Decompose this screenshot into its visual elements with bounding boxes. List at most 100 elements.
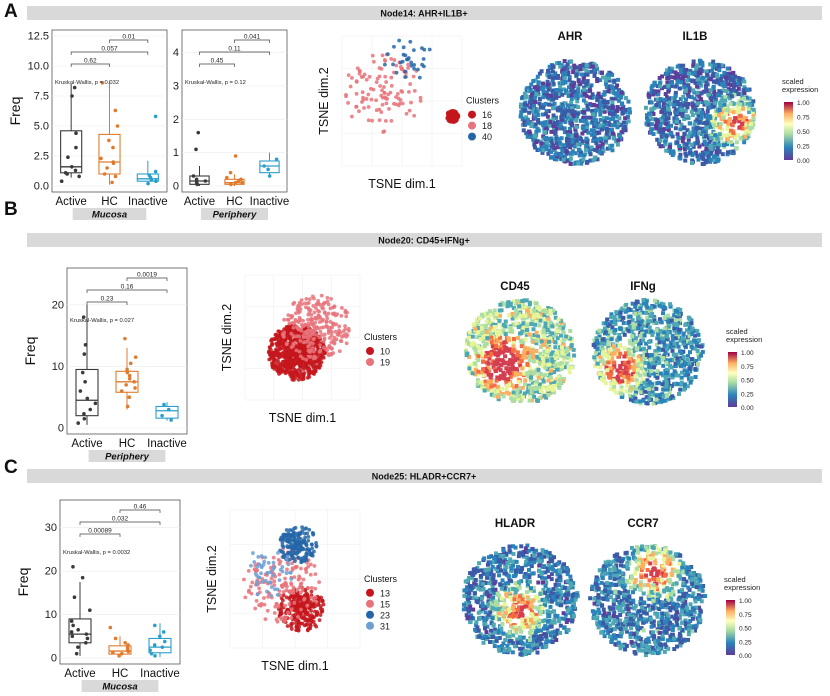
- expression-cell: [520, 299, 525, 304]
- cell-point-cluster-19: [327, 345, 331, 349]
- cell-point-cluster-18: [383, 96, 388, 101]
- expression-cell: [525, 308, 530, 313]
- box-hc: [98, 133, 121, 175]
- expression-cell: [647, 111, 652, 116]
- comparison-p-value: 0.041: [244, 34, 261, 41]
- y-tick-label: 12.5: [28, 31, 49, 43]
- comparison-p-value: 0.23: [101, 296, 114, 303]
- strip-label: Mucosa: [92, 210, 127, 221]
- expression-cell: [703, 133, 708, 138]
- expression-cell: [533, 115, 538, 120]
- cell-point-cluster-31: [252, 560, 257, 564]
- cell-point-cluster-15: [308, 562, 313, 567]
- cell-point-cluster-15: [254, 598, 259, 603]
- expression-cell: [664, 121, 669, 126]
- expression-cell: [669, 151, 674, 156]
- cell-point-cluster-31: [284, 571, 289, 575]
- expression-cell: [682, 132, 687, 137]
- cell-point-cluster-19: [312, 310, 317, 315]
- data-point: [229, 182, 233, 187]
- expression-cell: [542, 136, 547, 141]
- expression-cell: [561, 337, 566, 342]
- cell-point-cluster-19: [298, 354, 303, 359]
- expression-cell: [725, 126, 730, 131]
- expression-cell: [550, 331, 555, 336]
- cell-point-cluster-18: [357, 71, 362, 76]
- cell-point-cluster-15: [287, 602, 292, 606]
- expression-cell: [680, 76, 685, 81]
- cell-point-cluster-19: [305, 339, 310, 344]
- data-point: [132, 380, 136, 384]
- data-point: [76, 627, 80, 632]
- expression-cell: [466, 335, 471, 340]
- expression-cell: [731, 149, 736, 154]
- expression-cell: [673, 94, 678, 99]
- cell-point-cluster-13: [289, 627, 294, 631]
- cell-point-cluster-18: [395, 92, 400, 96]
- cell-point-cluster-10: [298, 365, 303, 369]
- legend-title: Clusters: [466, 96, 500, 106]
- cell-point-cluster-15: [309, 595, 314, 600]
- cell-point-cluster-15: [250, 580, 255, 585]
- cell-point-cluster-13: [294, 593, 299, 598]
- expression-cell: [554, 151, 559, 156]
- cell-point-cluster-15: [283, 580, 288, 585]
- expression-cell: [539, 339, 544, 344]
- cell-point-cluster-19: [320, 305, 325, 310]
- cell-point-cluster-18: [406, 62, 411, 67]
- expression-cell: [475, 382, 480, 387]
- expression-cell: [723, 94, 728, 99]
- expression-cell: [684, 142, 689, 147]
- expression-cell: [747, 110, 752, 115]
- expression-cell: [696, 71, 701, 76]
- cell-point-cluster-10: [303, 363, 308, 368]
- cell-point-cluster-19: [347, 328, 351, 333]
- data-point: [76, 645, 80, 649]
- cell-point-cluster-15: [309, 585, 314, 590]
- expression-cell: [657, 127, 662, 132]
- cell-point-cluster-18: [406, 90, 411, 94]
- expression-cell: [624, 96, 629, 101]
- expression-cell: [541, 328, 546, 333]
- data-point: [88, 407, 93, 412]
- expression-cell: [674, 111, 679, 116]
- data-point: [128, 361, 133, 366]
- expression-cell: [543, 112, 548, 117]
- cell-point-cluster-19: [298, 317, 303, 322]
- y-tick-label: 0: [51, 653, 57, 665]
- cell-point-cluster-31: [255, 592, 260, 597]
- expression-cell: [533, 301, 538, 306]
- expression-cell: [519, 113, 524, 118]
- expression-cell: [517, 304, 522, 309]
- expression-cell: [489, 384, 494, 389]
- expression-cell: [523, 95, 528, 100]
- expression-cell: [508, 325, 513, 330]
- cell-point-cluster-40: [391, 62, 395, 67]
- expression-cell: [721, 143, 726, 148]
- expression-cell: [555, 75, 560, 80]
- cell-point-cluster-18: [348, 84, 353, 89]
- cell-point-cluster-19: [290, 320, 295, 325]
- data-point: [80, 370, 85, 375]
- cell-point-cluster-19: [306, 321, 311, 326]
- data-point: [76, 421, 80, 425]
- expression-cell: [650, 116, 655, 121]
- expression-cell: [594, 140, 599, 145]
- scale-bar: [784, 102, 793, 160]
- cell-point-cluster-18: [354, 91, 359, 96]
- expression-cell: [742, 140, 747, 145]
- expression-cell: [522, 108, 527, 113]
- expression-cell: [697, 94, 702, 99]
- expression-cell: [712, 141, 717, 146]
- expression-cell: [735, 109, 740, 114]
- expression-cell: [658, 144, 663, 149]
- y-tick-label: 30: [45, 522, 57, 534]
- expression-cell: [675, 132, 680, 137]
- banner-title-B: Node20: CD45+IFNg+: [378, 236, 470, 246]
- cell-point-cluster-23: [293, 550, 298, 555]
- cell-point-cluster-31: [259, 554, 264, 558]
- expression-cell: [722, 84, 727, 89]
- cell-point-cluster-10: [302, 346, 307, 351]
- expression-cell: [626, 119, 631, 124]
- expression-cell: [522, 345, 527, 350]
